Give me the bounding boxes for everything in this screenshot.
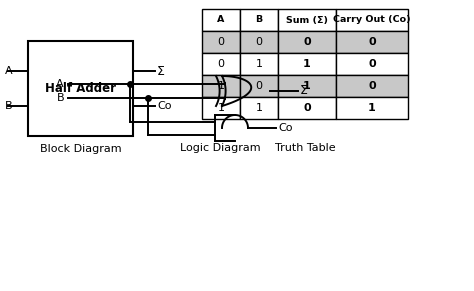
Bar bbox=[278, 75, 336, 97]
Bar bbox=[336, 75, 408, 97]
Text: 0: 0 bbox=[368, 37, 376, 47]
Text: Co: Co bbox=[157, 101, 172, 111]
Text: 0: 0 bbox=[368, 81, 376, 91]
Text: Truth Table: Truth Table bbox=[275, 143, 335, 153]
Text: 0: 0 bbox=[303, 37, 311, 47]
Bar bbox=[336, 97, 408, 119]
Bar bbox=[278, 9, 336, 31]
Text: 1: 1 bbox=[303, 81, 311, 91]
Bar bbox=[278, 97, 336, 119]
Text: 0: 0 bbox=[368, 59, 376, 69]
Bar bbox=[240, 53, 278, 75]
Text: 1: 1 bbox=[303, 59, 311, 69]
Text: A: A bbox=[56, 79, 64, 89]
Bar bbox=[240, 97, 278, 119]
Text: 0: 0 bbox=[255, 37, 263, 47]
Text: 0: 0 bbox=[218, 37, 225, 47]
Bar bbox=[240, 75, 278, 97]
Text: 1: 1 bbox=[368, 103, 376, 113]
Text: Block Diagram: Block Diagram bbox=[40, 144, 121, 154]
Text: B: B bbox=[255, 15, 263, 24]
Text: B: B bbox=[5, 101, 13, 111]
Bar bbox=[202, 31, 240, 53]
Text: A: A bbox=[217, 15, 225, 24]
Text: 0: 0 bbox=[303, 103, 311, 113]
Bar bbox=[202, 9, 240, 31]
Text: 1: 1 bbox=[255, 59, 263, 69]
Text: A: A bbox=[5, 66, 13, 77]
Bar bbox=[202, 75, 240, 97]
Text: 1: 1 bbox=[255, 103, 263, 113]
Bar bbox=[28, 41, 133, 136]
Text: Sum (Σ): Sum (Σ) bbox=[286, 15, 328, 24]
Text: 0: 0 bbox=[218, 59, 225, 69]
Text: Carry Out (Co): Carry Out (Co) bbox=[333, 15, 411, 24]
Text: 0: 0 bbox=[255, 81, 263, 91]
Bar bbox=[278, 53, 336, 75]
Bar bbox=[202, 97, 240, 119]
Text: Σ: Σ bbox=[300, 84, 308, 97]
Bar bbox=[240, 9, 278, 31]
Bar bbox=[336, 31, 408, 53]
Text: Logic Diagram: Logic Diagram bbox=[180, 143, 260, 153]
Text: Co: Co bbox=[278, 123, 292, 133]
Text: 1: 1 bbox=[218, 81, 225, 91]
Bar bbox=[336, 9, 408, 31]
Text: Half Adder: Half Adder bbox=[45, 82, 116, 95]
Bar bbox=[278, 31, 336, 53]
Bar bbox=[202, 53, 240, 75]
Text: Σ: Σ bbox=[157, 65, 165, 78]
Text: 1: 1 bbox=[218, 103, 225, 113]
Text: B: B bbox=[56, 93, 64, 103]
Bar bbox=[240, 31, 278, 53]
Bar bbox=[336, 53, 408, 75]
